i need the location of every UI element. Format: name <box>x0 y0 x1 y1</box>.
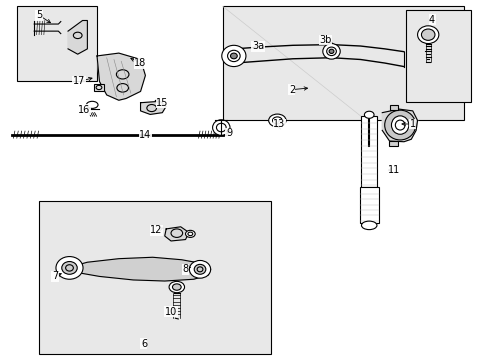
Bar <box>389 104 397 110</box>
Ellipse shape <box>86 101 98 108</box>
Bar <box>388 141 397 146</box>
Polygon shape <box>140 101 166 114</box>
Text: 11: 11 <box>387 165 400 175</box>
Ellipse shape <box>328 49 333 54</box>
Polygon shape <box>68 21 87 54</box>
Text: 17: 17 <box>73 76 85 86</box>
Bar <box>361 116 376 187</box>
Text: 3b: 3b <box>319 35 331 45</box>
Text: 18: 18 <box>134 58 146 68</box>
Bar <box>406 10 470 102</box>
Ellipse shape <box>56 257 83 279</box>
Ellipse shape <box>391 116 408 134</box>
Text: 14: 14 <box>139 130 151 140</box>
Ellipse shape <box>169 282 184 293</box>
Ellipse shape <box>230 53 237 59</box>
Ellipse shape <box>417 26 438 44</box>
Ellipse shape <box>361 221 376 230</box>
Text: 12: 12 <box>150 225 163 235</box>
Ellipse shape <box>421 29 434 40</box>
Text: 13: 13 <box>273 119 285 129</box>
Ellipse shape <box>322 44 340 59</box>
Polygon shape <box>97 53 145 100</box>
Polygon shape <box>382 109 417 142</box>
Ellipse shape <box>212 120 229 135</box>
Text: 16: 16 <box>78 105 90 115</box>
Ellipse shape <box>185 230 195 238</box>
Bar <box>223 6 464 120</box>
Text: 3a: 3a <box>251 41 264 51</box>
Ellipse shape <box>172 284 181 290</box>
Ellipse shape <box>384 110 415 140</box>
Polygon shape <box>164 227 188 241</box>
Text: 7: 7 <box>52 271 58 282</box>
Bar <box>94 84 104 91</box>
Ellipse shape <box>61 261 77 274</box>
Text: 15: 15 <box>156 98 168 108</box>
Ellipse shape <box>222 45 245 67</box>
Ellipse shape <box>364 111 373 118</box>
Ellipse shape <box>189 260 210 278</box>
Bar <box>17 6 97 81</box>
Text: 6: 6 <box>141 339 147 349</box>
Bar <box>39 201 270 354</box>
Text: 2: 2 <box>288 85 294 95</box>
Text: 4: 4 <box>428 15 434 25</box>
Text: 5: 5 <box>36 10 42 20</box>
Text: 1: 1 <box>409 119 415 129</box>
Polygon shape <box>70 257 210 281</box>
Text: 9: 9 <box>225 128 232 138</box>
Text: 8: 8 <box>182 264 188 274</box>
Text: 10: 10 <box>164 307 177 317</box>
Ellipse shape <box>268 114 285 127</box>
Ellipse shape <box>194 264 205 274</box>
Bar <box>359 187 378 222</box>
